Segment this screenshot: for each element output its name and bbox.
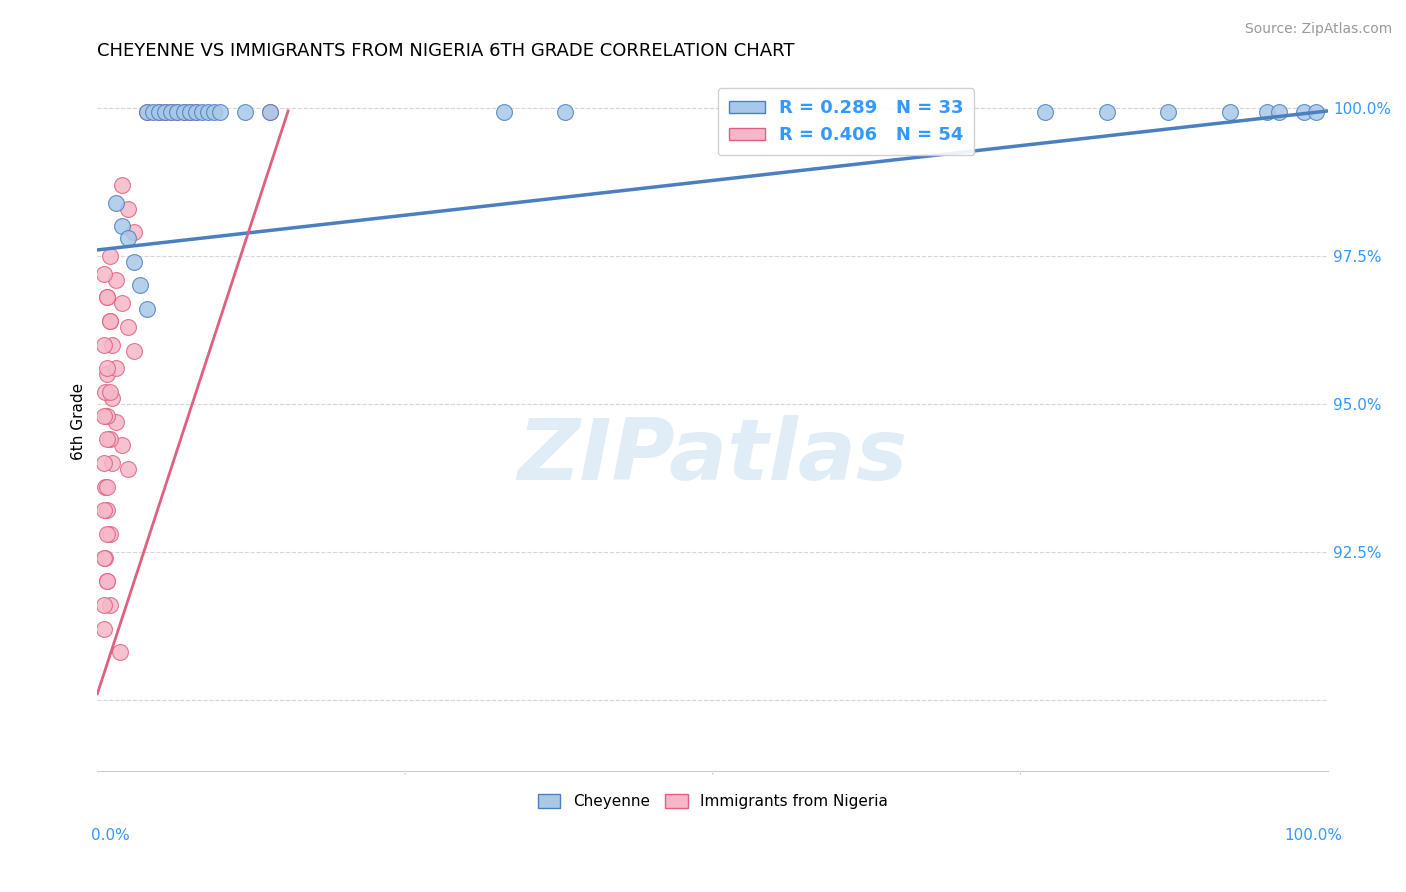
Point (166, 105, 188, 120)
Point (173, 105, 195, 120)
Point (98, 598, 121, 612)
Point (233, 105, 256, 120)
Point (124, 343, 146, 358)
Point (104, 361, 127, 376)
Text: CHEYENNE VS IMMIGRANTS FROM NIGERIA 6TH GRADE CORRELATION CHART: CHEYENNE VS IMMIGRANTS FROM NIGERIA 6TH … (97, 42, 794, 60)
Point (96, 432, 118, 446)
Point (111, 178, 134, 192)
Point (135, 105, 157, 120)
Point (153, 105, 176, 120)
Point (104, 272, 127, 286)
Point (93, 337, 115, 351)
Point (179, 105, 201, 120)
Text: ZIPatlas: ZIPatlas (517, 415, 908, 498)
Point (197, 105, 219, 120)
Point (101, 456, 124, 470)
Point (96, 527, 118, 541)
Point (93, 622, 115, 636)
Legend: Cheyenne, Immigrants from Nigeria: Cheyenne, Immigrants from Nigeria (531, 789, 894, 815)
Point (93, 550, 115, 565)
Point (96, 290, 118, 304)
Point (184, 105, 207, 120)
Point (117, 319, 139, 334)
Point (173, 105, 195, 120)
Point (1256, 105, 1278, 120)
Point (93, 409, 115, 423)
Text: 0.0%: 0.0% (91, 828, 131, 843)
Text: 100.0%: 100.0% (1285, 828, 1343, 843)
Point (191, 105, 214, 120)
Point (179, 105, 201, 120)
Point (101, 391, 124, 405)
Point (96, 480, 118, 494)
Point (104, 415, 127, 429)
Point (492, 105, 515, 120)
Point (98, 314, 121, 328)
Point (1219, 105, 1241, 120)
Point (98, 527, 121, 541)
Point (124, 225, 146, 239)
Point (554, 105, 576, 120)
Point (1305, 105, 1327, 120)
Point (135, 302, 157, 317)
Point (202, 105, 225, 120)
Point (148, 105, 170, 120)
Point (1292, 105, 1315, 120)
Point (98, 432, 121, 446)
Point (184, 105, 207, 120)
Point (1095, 105, 1118, 120)
Point (108, 645, 131, 659)
Y-axis label: 6th Grade: 6th Grade (72, 383, 86, 460)
Point (96, 290, 118, 304)
Point (117, 202, 139, 216)
Point (96, 409, 118, 423)
Point (93, 267, 115, 281)
Point (259, 105, 281, 120)
Point (153, 105, 176, 120)
Point (1033, 105, 1056, 120)
Point (166, 105, 188, 120)
Point (93, 384, 115, 399)
Point (96, 574, 118, 589)
Point (98, 314, 121, 328)
Point (135, 105, 157, 120)
Point (117, 462, 139, 476)
Point (93, 456, 115, 470)
Point (93, 598, 115, 612)
Point (117, 231, 139, 245)
Point (160, 105, 183, 120)
Point (209, 105, 232, 120)
Point (93, 550, 115, 565)
Point (96, 368, 118, 382)
Point (101, 337, 124, 351)
Text: Source: ZipAtlas.com: Source: ZipAtlas.com (1244, 22, 1392, 37)
Point (98, 384, 121, 399)
Point (142, 105, 165, 120)
Point (129, 278, 152, 293)
Point (124, 254, 146, 268)
Point (259, 105, 281, 120)
Point (148, 105, 170, 120)
Point (96, 503, 118, 517)
Point (111, 219, 134, 234)
Point (111, 296, 134, 310)
Point (111, 438, 134, 452)
Point (93, 503, 115, 517)
Point (1268, 105, 1291, 120)
Point (98, 249, 121, 263)
Point (160, 105, 183, 120)
Point (96, 361, 118, 376)
Point (1157, 105, 1180, 120)
Point (104, 195, 127, 210)
Point (96, 574, 118, 589)
Point (93, 480, 115, 494)
